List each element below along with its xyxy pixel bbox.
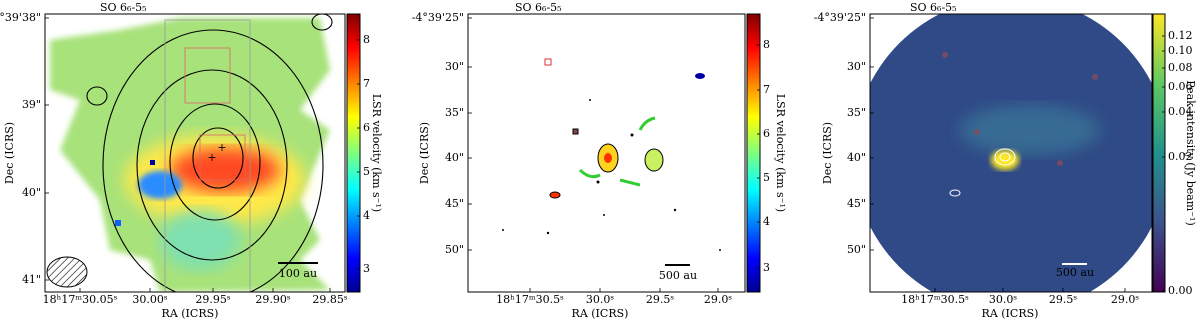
colorbar-tick-label: 6 [363,121,370,134]
colorbar-tick-label: 5 [763,171,770,184]
axes-frame [467,13,746,293]
colorbar-tick-label: 0.06 [1168,80,1193,93]
svg-text:+: + [217,141,226,154]
y-tick-label: -4°39'25" [814,11,866,24]
colorbar-tick-label: 4 [363,209,370,222]
colorbar [1152,13,1166,293]
velocity-map [468,14,745,292]
y-tick-label: 50" [445,243,464,256]
x-tick-label: 29.0ˢ [1111,293,1139,306]
colorbar-tick-label: 8 [763,38,770,51]
colorbar [346,13,361,293]
x-axis-label: RA (ICRS) [162,307,219,320]
y-tick-label: 50" [847,243,866,256]
panel-title: SO 6₆-5₅ [910,1,957,14]
colorbar [746,13,761,293]
y-tick-label: -4°39'38" [0,11,41,24]
y-tick-label: 45" [847,197,866,210]
x-tick-label: 18ʰ17ᵐ30.05ˢ [43,293,118,306]
scale-bar-label: 500 au [659,269,697,282]
x-axis-label: RA (ICRS) [572,307,629,320]
colorbar-tick-label: 7 [363,77,370,90]
x-tick-label: 29.0ˢ [704,293,732,306]
colorbar-label: Peak intensity (Jy beam⁻¹) [1184,80,1197,226]
x-tick-label: 29.5ˢ [1049,293,1077,306]
x-tick-label: 30.0ˢ [989,293,1017,306]
colorbar-tick-label: 3 [363,262,370,275]
x-tick-label: 29.5ˢ [646,293,674,306]
colorbar-tick-label: 0.12 [1168,29,1193,42]
y-tick-label: 40" [445,151,464,164]
x-tick-label: 29.85ˢ [312,293,347,306]
y-tick-label: 30" [445,60,464,73]
y-tick-label: -4°39'25" [412,11,464,24]
colorbar-tick-label: 4 [763,215,770,228]
y-tick-label: 30" [847,60,866,73]
x-tick-label: 18ʰ17ᵐ30.5ˢ [496,293,564,306]
colorbar-tick-label: 5 [363,165,370,178]
colorbar-tick-label: 0.00 [1168,284,1193,297]
x-tick-label: 18ʰ17ᵐ30.5ˢ [901,293,969,306]
y-axis-label: Dec (ICRS) [821,122,834,184]
colorbar-tick-label: 0.08 [1168,61,1193,74]
colorbar-tick-label: 0.10 [1168,44,1193,57]
x-tick-label: 29.90ˢ [255,293,290,306]
colorbar-label: LSR velocity (km s⁻¹) [370,94,383,212]
colorbar-tick-label: 7 [763,83,770,96]
scale-bar-label: 100 au [279,267,317,280]
colorbar-tick-label: 0.04 [1168,105,1193,118]
colorbar-label: LSR velocity (km s⁻¹) [774,94,787,212]
y-axis-label: Dec (ICRS) [3,122,16,184]
colorbar-tick-label: 0.02 [1168,150,1193,163]
y-tick-label: 45" [445,197,464,210]
y-tick-label: 41" [22,273,41,286]
svg-text:+: + [207,151,216,164]
y-axis-label: Dec (ICRS) [418,122,431,184]
y-tick-label: 40" [847,151,866,164]
y-tick-label: 40" [22,186,41,199]
colorbar-tick-label: 8 [363,33,370,46]
colorbar-tick-label: 3 [763,261,770,274]
axes-frame [44,13,346,293]
x-tick-label: 29.95ˢ [195,293,230,306]
x-tick-label: 30.00ˢ [132,293,167,306]
axes-frame [869,13,1153,293]
velocity-map: ++ [46,14,333,292]
x-tick-label: 30.0ˢ [586,293,614,306]
panel-title: SO 6₆-5₅ [100,1,147,14]
scale-bar-label: 500 au [1056,266,1094,279]
panel-title: SO 6₆-5₅ [515,1,562,14]
y-tick-label: 39" [22,98,41,111]
x-axis-label: RA (ICRS) [982,307,1039,320]
colorbar-tick-label: 6 [763,127,770,140]
y-tick-label: 35" [445,106,464,119]
y-tick-label: 35" [847,106,866,119]
intensity-map [870,14,1152,292]
